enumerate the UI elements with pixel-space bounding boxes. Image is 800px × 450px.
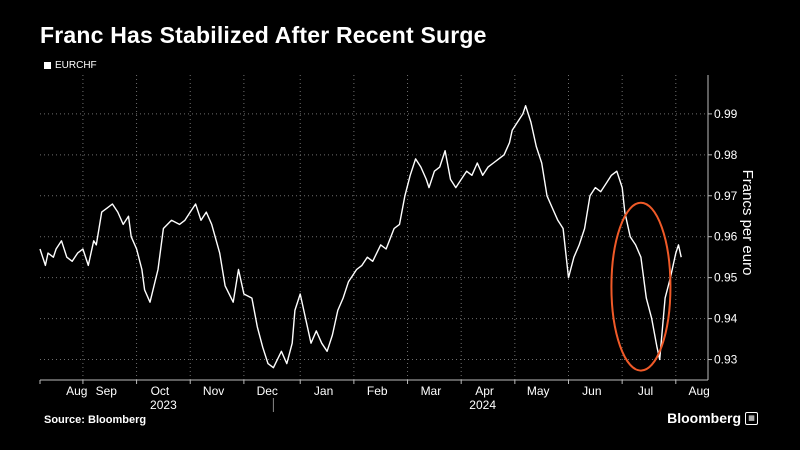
legend-swatch	[44, 62, 51, 69]
highlight-ellipse	[610, 201, 672, 372]
y-tick-label: 0.94	[714, 312, 738, 326]
x-tick-label: Jun	[582, 384, 601, 398]
x-tick-label: Apr	[475, 384, 494, 398]
x-tick-label: Jul	[638, 384, 653, 398]
brand-logo: Bloomberg ▦	[667, 410, 758, 426]
x-tick-label: Nov	[203, 384, 224, 398]
x-tick-label: Aug	[66, 384, 87, 398]
x-tick-label: Aug	[688, 384, 709, 398]
x-tick-label: Sep	[96, 384, 118, 398]
y-axis-title: Francs per euro	[739, 170, 756, 276]
chart-title: Franc Has Stabilized After Recent Surge	[40, 22, 487, 48]
bloomberg-terminal-icon: ▦	[745, 411, 758, 425]
y-tick-label: 0.93	[714, 353, 738, 367]
y-tick-label: 0.99	[714, 107, 738, 121]
legend-label: EURCHF	[55, 60, 97, 71]
x-tick-label: Jan	[314, 384, 333, 398]
y-tick-label: 0.96	[714, 230, 738, 244]
x-tick-label: May	[527, 384, 550, 398]
series-line-eurchf	[39, 104, 682, 369]
x-tick-label: Oct	[151, 384, 170, 398]
year-label: 2023	[150, 398, 177, 412]
y-tick-label: 0.97	[714, 189, 738, 203]
y-tick-label: 0.98	[714, 148, 738, 162]
year-label: 2024	[469, 398, 496, 412]
source-note: Source: Bloomberg	[44, 414, 147, 426]
x-tick-label: Dec	[257, 384, 278, 398]
x-tick-label: Mar	[421, 384, 442, 398]
x-tick-label: Feb	[367, 384, 388, 398]
brand-name: Bloomberg	[667, 410, 741, 426]
legend: EURCHF	[44, 60, 97, 71]
y-tick-label: 0.95	[714, 271, 738, 285]
